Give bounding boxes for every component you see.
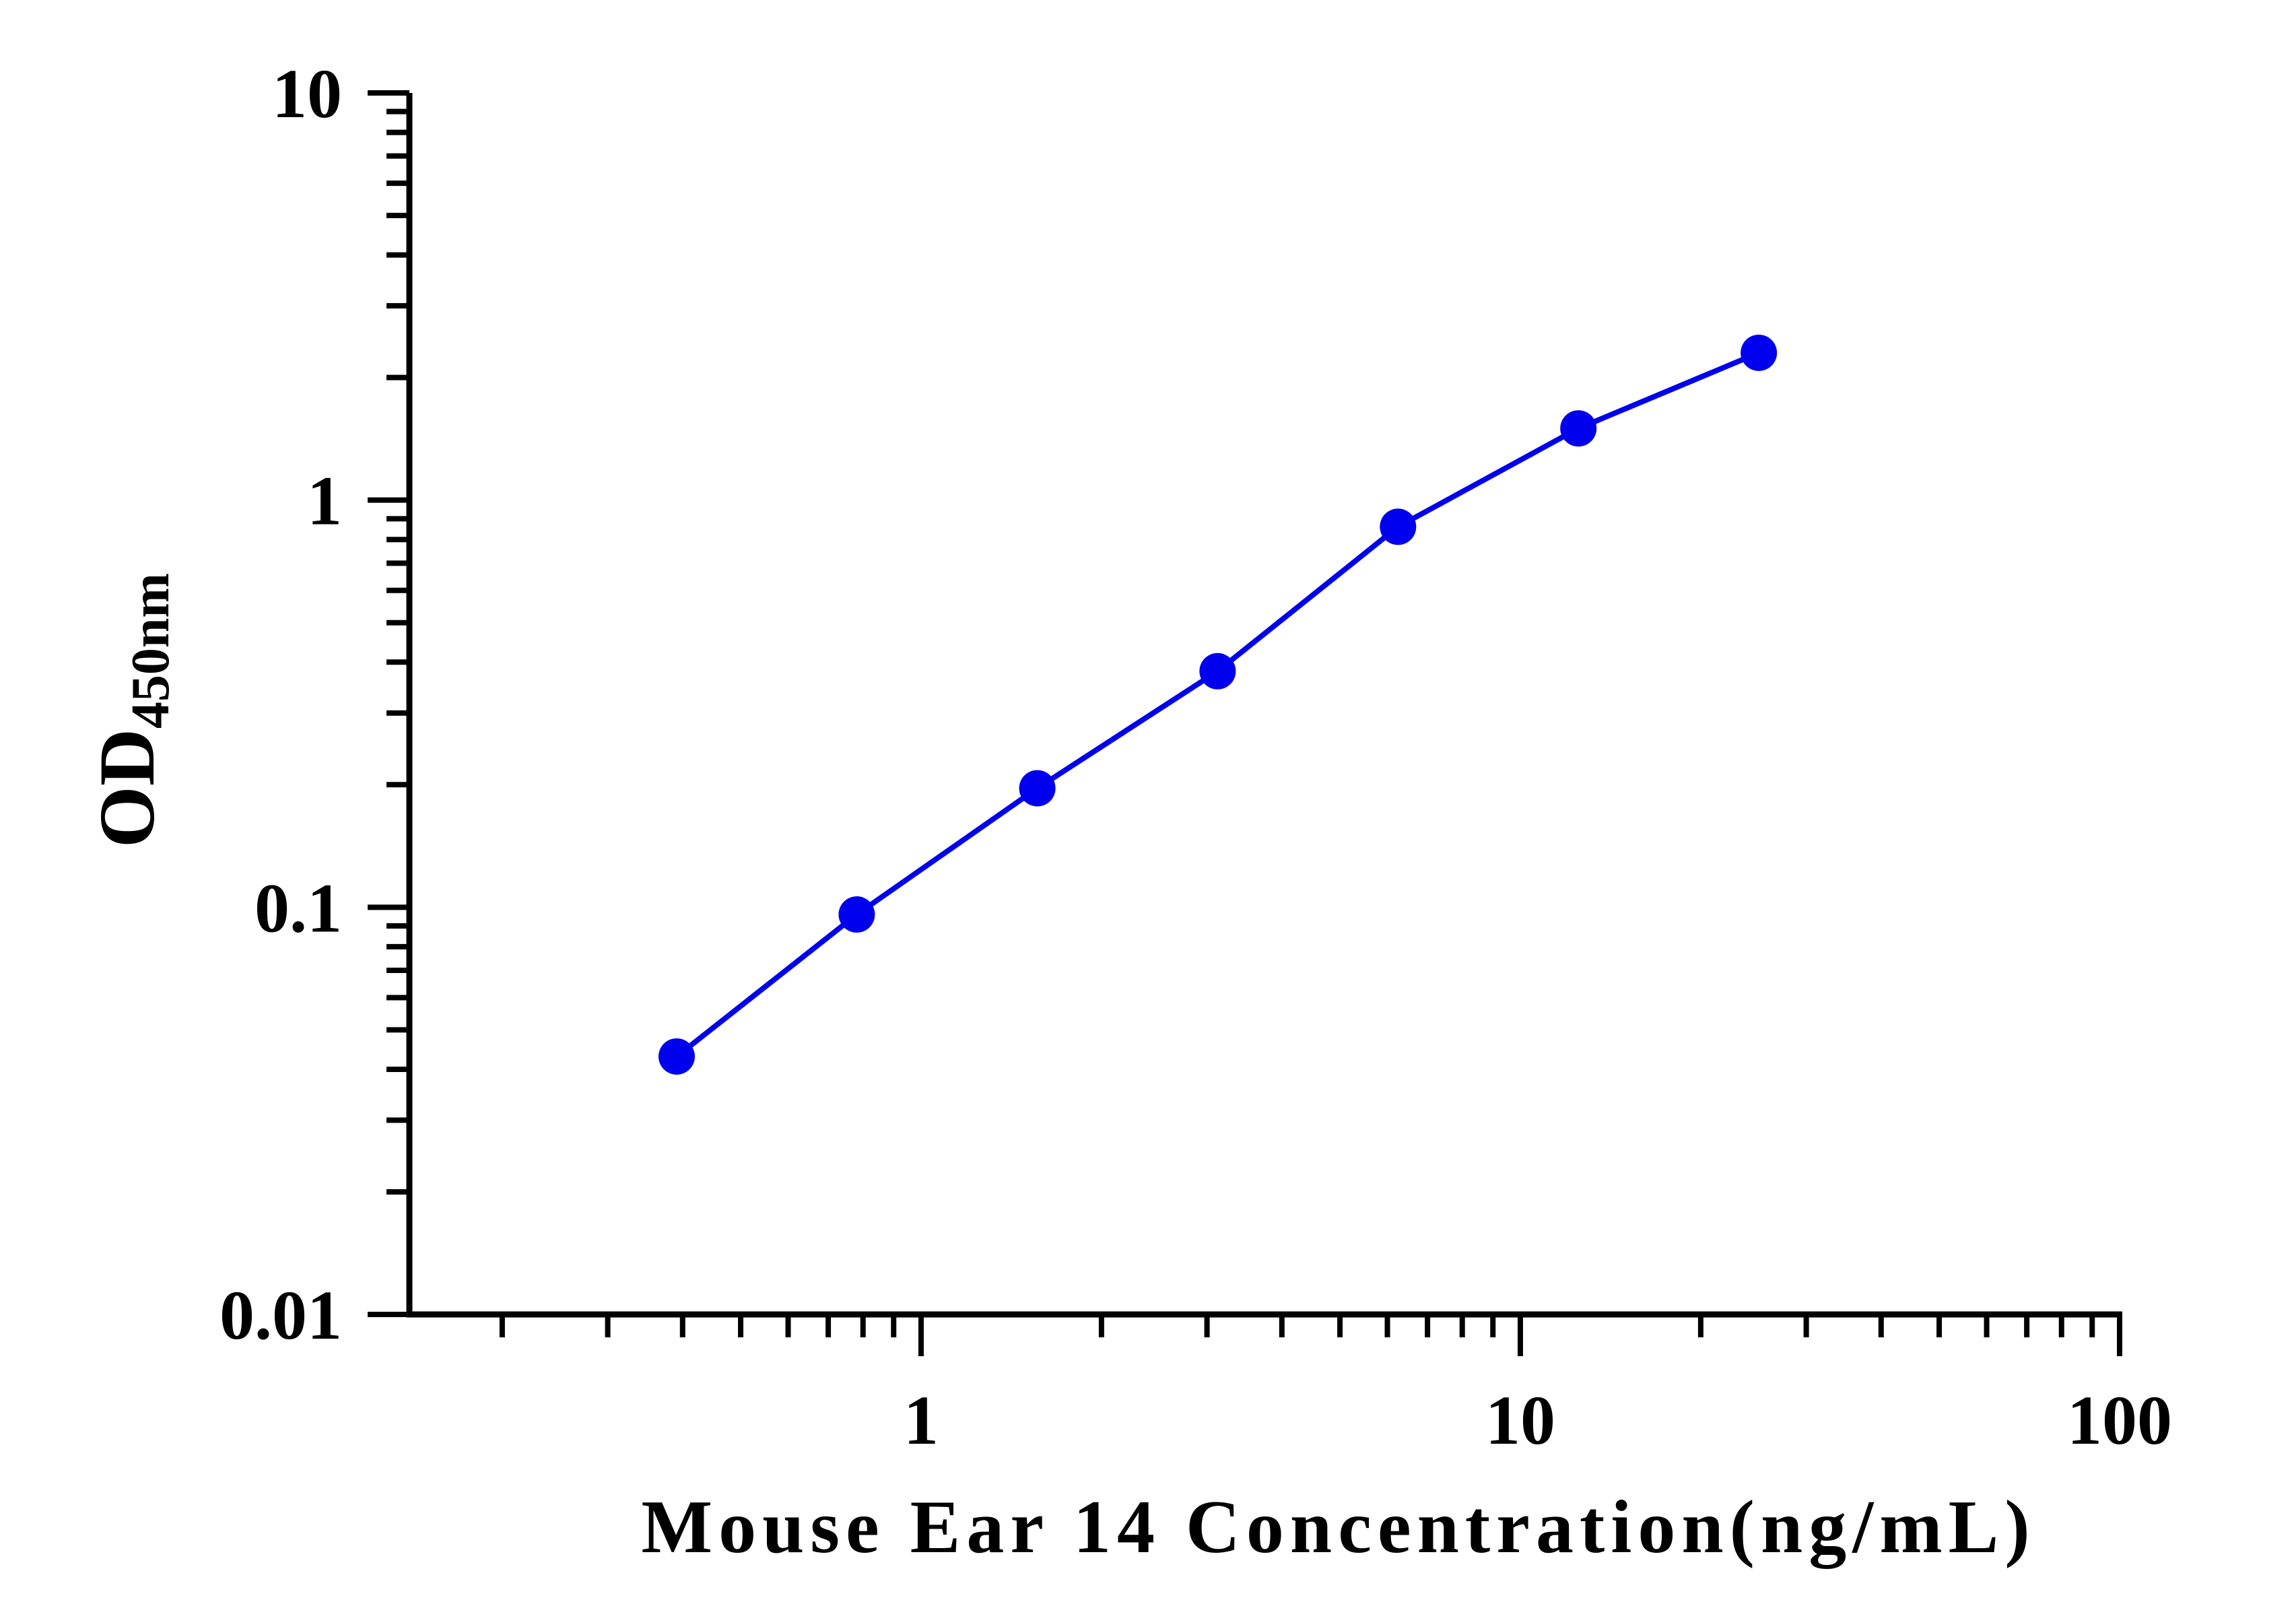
y-tick-label: 0.1 xyxy=(255,869,342,947)
y-tick-label: 0.01 xyxy=(220,1277,342,1354)
y-axis-title: OD450nm xyxy=(83,573,180,848)
ticks xyxy=(368,90,2122,1356)
tick-labels: 0.01 0.1 1 10 1 10 100 xyxy=(220,55,2172,1459)
y-tick-label: 10 xyxy=(272,55,342,133)
x-tick-label: 100 xyxy=(2067,1382,2172,1459)
series xyxy=(658,334,1778,1075)
data-point xyxy=(1019,770,1056,807)
x-tick-label: 1 xyxy=(904,1382,939,1459)
data-point xyxy=(1199,653,1236,690)
x-tick-label: 10 xyxy=(1485,1382,1555,1459)
series-line xyxy=(675,350,1760,1059)
y-tick-label: 1 xyxy=(307,463,342,540)
data-point xyxy=(658,1038,695,1075)
x-axis-title: Mouse Ear 14 Concentration(ng/mL) xyxy=(641,1485,2035,1569)
y-axis-title-main: OD xyxy=(83,729,171,848)
data-point xyxy=(1560,410,1597,447)
data-point xyxy=(1741,334,1778,371)
data-point xyxy=(838,896,875,933)
y-axis-title-subscript: 450nm xyxy=(121,573,180,729)
data-point xyxy=(1380,508,1417,545)
axes xyxy=(406,93,2122,1318)
